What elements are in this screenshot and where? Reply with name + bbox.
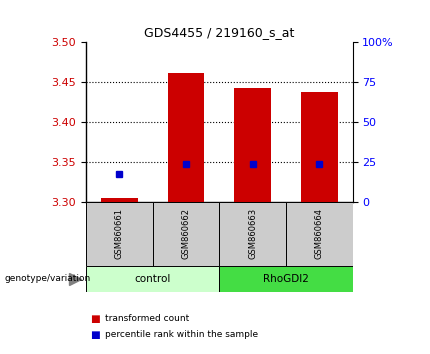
FancyBboxPatch shape [219, 202, 286, 266]
Text: GSM860664: GSM860664 [315, 208, 324, 259]
Bar [234, 88, 271, 202]
Text: control: control [135, 274, 171, 284]
Text: percentile rank within the sample: percentile rank within the sample [105, 330, 258, 339]
Text: GSM860661: GSM860661 [115, 208, 124, 259]
Text: ■: ■ [90, 330, 100, 339]
Bar [301, 92, 338, 202]
FancyBboxPatch shape [286, 202, 353, 266]
Text: transformed count: transformed count [105, 314, 190, 323]
FancyBboxPatch shape [86, 266, 219, 292]
Text: ■: ■ [90, 314, 100, 324]
Bar [168, 73, 204, 202]
Title: GDS4455 / 219160_s_at: GDS4455 / 219160_s_at [144, 25, 295, 39]
Bar [101, 198, 138, 202]
Text: GSM860662: GSM860662 [181, 208, 190, 259]
Text: RhoGDI2: RhoGDI2 [263, 274, 309, 284]
Text: genotype/variation: genotype/variation [4, 274, 91, 283]
Text: GSM860663: GSM860663 [248, 208, 257, 259]
FancyBboxPatch shape [219, 266, 353, 292]
FancyBboxPatch shape [153, 202, 219, 266]
FancyBboxPatch shape [86, 202, 153, 266]
